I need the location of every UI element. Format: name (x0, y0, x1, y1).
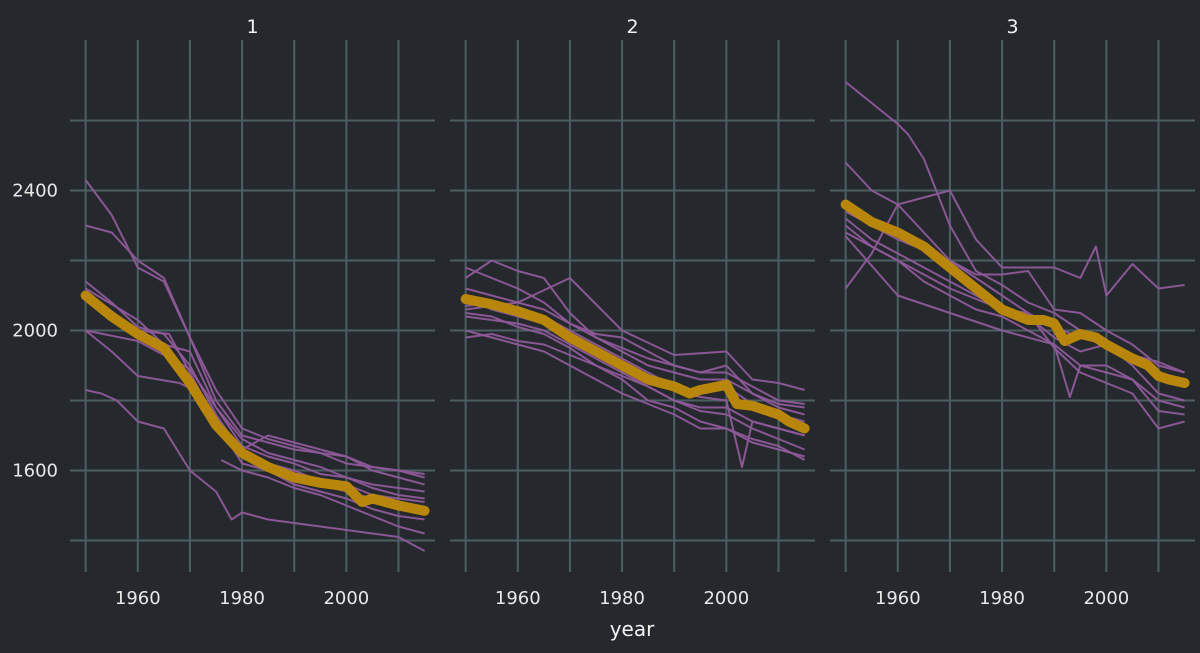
x-axis-title: year (610, 617, 655, 641)
x-tick-label: 1960 (115, 588, 161, 609)
individual-line (220, 434, 425, 486)
facet-panel-2: 2 1960 1980 2000 (450, 16, 815, 609)
individual-line (465, 329, 805, 458)
facet-label: 1 (246, 16, 258, 38)
y-tick-label: 2000 (12, 321, 58, 342)
x-tick-label: 2000 (323, 588, 369, 609)
individual-line (465, 312, 806, 461)
individual-line (844, 161, 1185, 381)
chart-panels: 1 1960 1980 2000 2 1960 1980 2000 3 1960 1980 2000 (70, 16, 1195, 609)
mean-trend-line (80, 290, 430, 516)
facet-label: 2 (626, 16, 638, 38)
individual-line (465, 287, 805, 409)
mean-trend-line (460, 294, 810, 434)
facet-label: 3 (1006, 16, 1018, 38)
y-tick-label: 2400 (12, 181, 58, 202)
x-tick-label: 1960 (495, 588, 541, 609)
mean-trend-line (840, 199, 1190, 388)
individual-line (465, 266, 805, 416)
individual-line (844, 189, 1185, 297)
x-tick-label: 1980 (979, 588, 1025, 609)
individual-line (845, 210, 1185, 374)
individual-line (220, 459, 425, 535)
individual-line (465, 277, 805, 391)
individual-line (85, 389, 426, 552)
y-axis: 1600 2000 2400 (12, 181, 58, 482)
individual-line (84, 280, 425, 503)
individual-line (465, 259, 805, 405)
x-tick-label: 1960 (875, 588, 921, 609)
facet-panel-1: 1 1960 1980 2000 (70, 16, 435, 609)
x-tick-label: 2000 (703, 588, 749, 609)
x-tick-label: 1980 (599, 588, 645, 609)
facet-panel-3: 3 1960 1980 2000 (830, 16, 1195, 609)
individual-line (85, 224, 425, 475)
individual-line (845, 231, 1185, 430)
x-tick-label: 1980 (219, 588, 265, 609)
individual-line (844, 235, 1185, 416)
individual-line (84, 179, 425, 479)
individual-line (465, 333, 805, 451)
y-tick-label: 1600 (12, 461, 58, 482)
individual-line (844, 224, 1185, 409)
individual-line (465, 315, 805, 437)
x-tick-label: 2000 (1083, 588, 1129, 609)
